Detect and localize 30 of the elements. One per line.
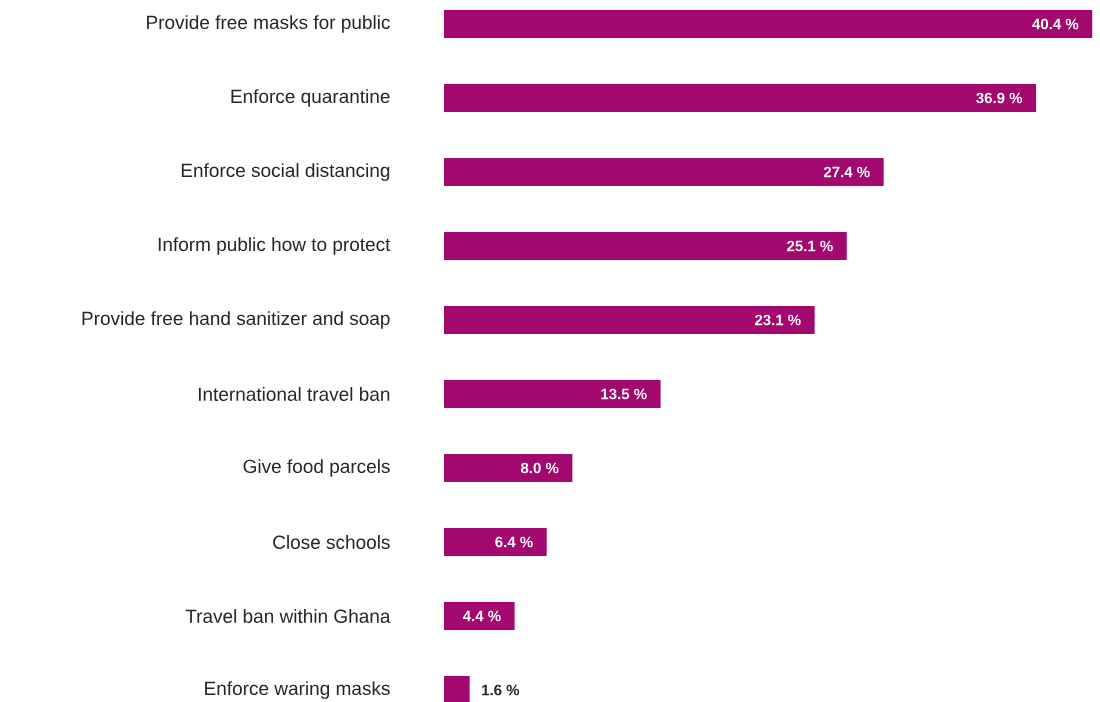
bar — [444, 676, 470, 702]
y-tick-label: Provide free masks for public — [147, 15, 390, 33]
data-label: 8.0 % — [520, 462, 559, 474]
data-label: 25.1 % — [787, 240, 833, 252]
data-label: 23.1 % — [754, 314, 801, 326]
y-tick-label: Enforce social distancing — [181, 163, 390, 181]
data-label: 6.4 % — [495, 536, 533, 548]
bar — [444, 306, 815, 334]
y-tick-label: Travel ban within Ghana — [185, 609, 391, 623]
y-tick-label: Close schools — [273, 535, 390, 549]
data-label: 40.4 % — [1032, 18, 1079, 30]
bar — [444, 602, 515, 631]
y-tick-label: Inform public how to protect — [158, 237, 391, 255]
y-tick-label: Provide free hand sanitizer and soap — [82, 311, 390, 329]
data-label: 1.6 % — [482, 684, 520, 696]
data-label: 36.9 % — [976, 92, 1023, 104]
bar — [444, 84, 1037, 112]
data-label: 4.4 % — [462, 610, 501, 622]
bar — [444, 158, 884, 186]
bar — [444, 232, 847, 260]
bar — [444, 9, 1093, 38]
bar — [444, 454, 573, 482]
bar — [444, 380, 661, 408]
y-tick-label: Enforce quarantine — [231, 89, 390, 107]
y-tick-label: International travel ban — [198, 387, 390, 401]
y-tick-label: Enforce waring masks — [205, 681, 390, 699]
data-label: 13.5 % — [601, 388, 647, 400]
bar — [444, 528, 547, 556]
y-tick-label: Give food parcels — [243, 459, 390, 477]
data-label: 27.4 % — [823, 166, 870, 178]
